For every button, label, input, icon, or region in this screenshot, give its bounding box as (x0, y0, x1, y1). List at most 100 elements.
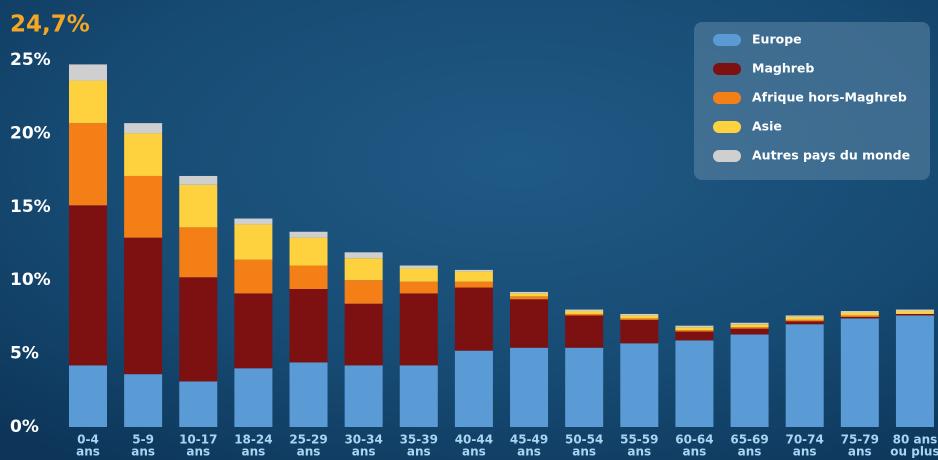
bar-segment (290, 232, 328, 238)
x-tick-label: ans (241, 445, 265, 459)
bar-segment (69, 64, 107, 80)
bar-segment (124, 238, 162, 375)
bar-segment (565, 314, 603, 315)
bar-segment (565, 348, 603, 427)
bar-segment (675, 340, 713, 427)
bar-segment (620, 343, 658, 427)
bar-segment (510, 293, 548, 296)
bar-segment (565, 311, 603, 314)
bar-segment (510, 292, 548, 293)
legend-swatch (713, 63, 741, 75)
x-tick-label: ans (627, 445, 651, 459)
bar-segment (234, 224, 272, 259)
bar-segment (179, 227, 217, 277)
legend-label: Europe (752, 32, 802, 47)
bar-segment (69, 205, 107, 365)
y-tick-label: 20% (10, 123, 51, 143)
bar-segment (124, 176, 162, 238)
bar-segment (290, 238, 328, 266)
bar-segment (400, 293, 438, 365)
bar-segment (234, 293, 272, 368)
bar-segment (400, 282, 438, 294)
bar-segment (234, 368, 272, 427)
legend-label: Maghreb (752, 61, 814, 76)
bar-segment (455, 270, 493, 271)
annotation: 24,7% (10, 12, 90, 38)
bar-segment (896, 311, 934, 314)
bar-segment (290, 289, 328, 362)
bar-segment (786, 315, 824, 316)
x-tick-label: ans (352, 445, 376, 459)
x-tick-label: ans (738, 445, 762, 459)
legend-swatch (713, 34, 741, 46)
bar-segment (786, 321, 824, 324)
x-tick-label: ou plus (890, 445, 938, 459)
bar-segment (896, 315, 934, 427)
bar-segment (69, 365, 107, 427)
bar-segment (345, 365, 383, 427)
bar-segment (455, 288, 493, 351)
x-tick-label: ans (297, 445, 321, 459)
bar-segment (841, 317, 879, 318)
chart: 24,7% 0%5%10%15%20%25%0-4ans5-9ans10-17a… (0, 0, 938, 460)
legend-label: Afrique hors-Maghreb (752, 90, 907, 105)
bar-segment (731, 327, 769, 328)
y-tick-label: 25% (10, 50, 51, 70)
bar-segment (290, 266, 328, 289)
x-tick-label: ans (186, 445, 210, 459)
bar-segment (731, 324, 769, 327)
bar-segment (620, 315, 658, 318)
bar-segment (290, 362, 328, 427)
bar-segment (510, 348, 548, 427)
y-tick-label: 0% (10, 417, 39, 437)
bar-segment (620, 318, 658, 319)
bar-segment (455, 271, 493, 281)
x-tick-label: ans (848, 445, 872, 459)
x-tick-label: ans (462, 445, 486, 459)
bar-segment (455, 351, 493, 427)
bar-segment (786, 324, 824, 427)
legend-swatch (713, 92, 741, 104)
bar-segment (565, 310, 603, 311)
bar-segment (620, 314, 658, 315)
y-tick-label: 10% (10, 270, 51, 290)
bar-segment (896, 314, 934, 315)
bar-segment (124, 374, 162, 427)
bar-segment (400, 268, 438, 281)
bar-segment (841, 311, 879, 312)
x-tick-label: ans (76, 445, 100, 459)
bar-segment (510, 299, 548, 347)
bar-segment (841, 318, 879, 427)
y-tick-label: 5% (10, 344, 39, 364)
bar-segment (400, 266, 438, 269)
legend-swatch (713, 150, 741, 162)
bar-segment (345, 280, 383, 303)
bar-segment (731, 335, 769, 427)
bar-segment (675, 327, 713, 330)
bar-segment (345, 258, 383, 280)
legend-label: Asie (752, 119, 782, 134)
bar-segment (510, 296, 548, 299)
bar-segment (234, 219, 272, 225)
bar-segment (400, 365, 438, 427)
bar-segment (179, 381, 217, 427)
bar-segment (124, 123, 162, 133)
y-tick-label: 15% (10, 197, 51, 217)
bar-segment (786, 317, 824, 320)
bar-segment (345, 252, 383, 258)
x-tick-label: ans (131, 445, 155, 459)
bar-segment (896, 310, 934, 311)
x-tick-label: ans (407, 445, 431, 459)
bar-segment (565, 315, 603, 347)
legend-swatch (713, 121, 741, 133)
x-tick-label: ans (572, 445, 596, 459)
x-tick-label: ans (517, 445, 541, 459)
bar-segment (124, 133, 162, 176)
bar-segment (234, 260, 272, 294)
x-tick-label: ans (683, 445, 707, 459)
legend-label: Autres pays du monde (752, 148, 910, 163)
bar-segment (345, 304, 383, 366)
bar-segment (179, 185, 217, 228)
bar-segment (69, 123, 107, 205)
bar-segment (675, 332, 713, 341)
